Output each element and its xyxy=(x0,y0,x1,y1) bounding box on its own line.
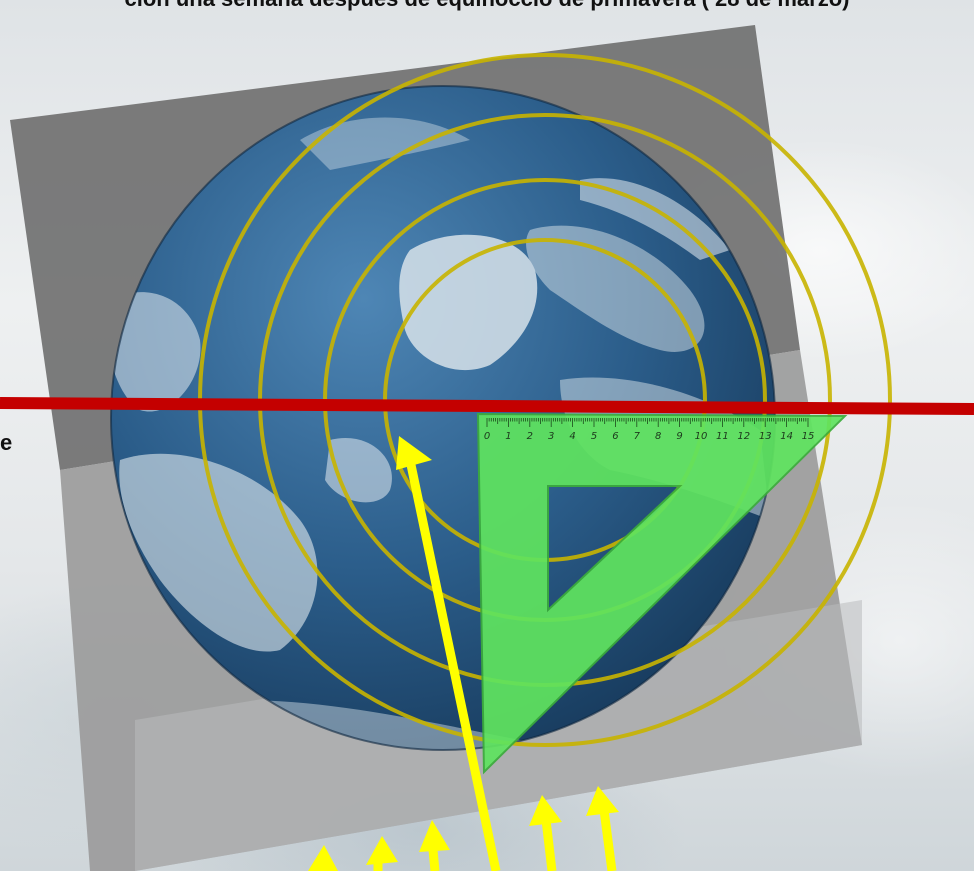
ruler-tick-label: 0 xyxy=(484,431,490,442)
ruler-tick-label: 15 xyxy=(802,431,815,442)
ruler-tick-label: 10 xyxy=(695,431,708,442)
ruler-tick-label: 6 xyxy=(612,431,618,442)
ruler-tick-label: 8 xyxy=(655,431,661,442)
ruler-ticks: 0 1 2 3 4 5 6 7 8 9 10 11 12 13 14 15 xyxy=(484,418,815,442)
sun-rays xyxy=(308,436,619,871)
ruler-tick-label: 2 xyxy=(527,431,533,442)
ruler-tick-label: 1 xyxy=(505,431,511,442)
ruler-tick-label: 13 xyxy=(759,431,772,442)
ruler-tick-label: 7 xyxy=(634,431,641,442)
ruler-tick-label: 5 xyxy=(591,431,597,442)
side-text-fragment: e xyxy=(0,430,13,455)
ruler-tick-label: 14 xyxy=(780,431,793,442)
ruler-tick-label: 9 xyxy=(676,431,682,442)
page-title: ción una semana después de equinoccio de… xyxy=(0,0,974,12)
ruler-tick-label: 12 xyxy=(737,431,750,442)
ruler-tick-label: 11 xyxy=(716,431,729,442)
ruler-tick-label: 4 xyxy=(569,431,575,442)
ruler-tick-label: 3 xyxy=(548,431,554,442)
terminator-line xyxy=(0,397,974,415)
set-square-icon: 0 1 2 3 4 5 6 7 8 9 10 11 12 13 14 15 xyxy=(476,412,848,775)
